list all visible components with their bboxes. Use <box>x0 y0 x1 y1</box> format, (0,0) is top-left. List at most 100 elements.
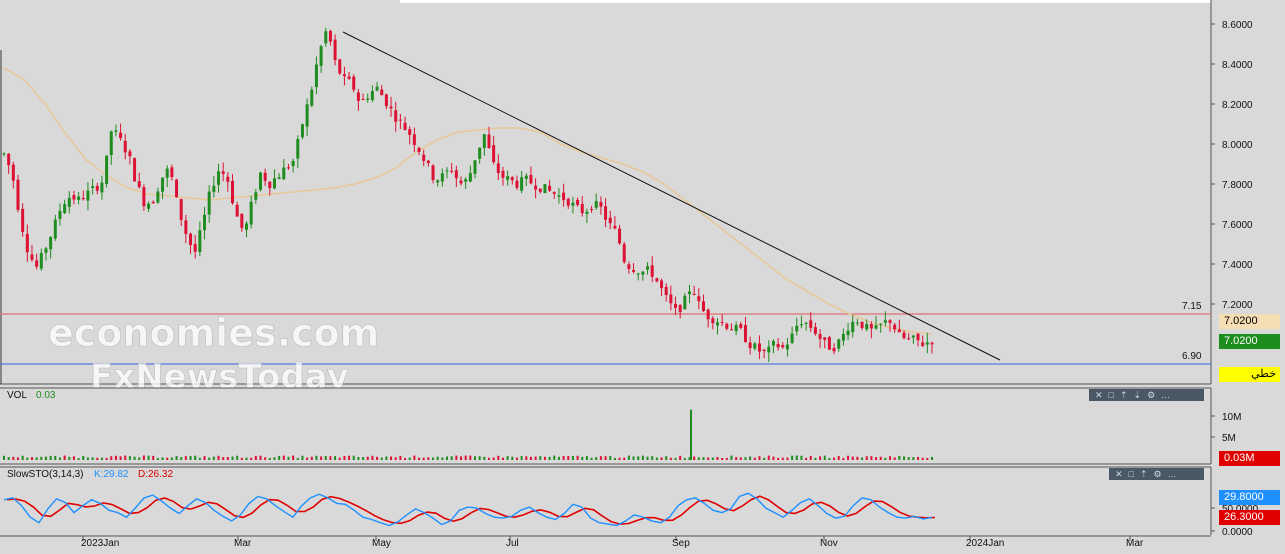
candle-body <box>384 94 388 107</box>
volume-badge: 0.03M <box>1219 451 1280 466</box>
candle <box>464 177 468 190</box>
volume-bar <box>917 456 920 460</box>
candle <box>473 160 477 179</box>
candle-body <box>95 185 99 191</box>
candle-body <box>314 64 318 88</box>
candle-body <box>254 192 258 200</box>
volume-bar <box>730 455 733 460</box>
candle <box>198 221 202 257</box>
volume-bar <box>105 457 108 460</box>
maximize-icon[interactable]: □ <box>1128 469 1134 479</box>
price-tick-label: 8.4000 <box>1222 60 1253 71</box>
current-price-badge: 7.0200 <box>1219 334 1280 349</box>
maximize-icon[interactable]: □ <box>1108 390 1114 400</box>
candle-body <box>445 170 449 172</box>
settings-icon[interactable]: ⚙ <box>1147 390 1156 400</box>
candle <box>77 192 81 205</box>
candle-body <box>161 177 165 192</box>
volume-bar <box>553 455 556 460</box>
more-icon[interactable]: … <box>1167 469 1177 479</box>
candle <box>478 147 482 164</box>
candle-body <box>538 188 542 192</box>
volume-panel[interactable]: VOL 0.03 10M 5M <box>0 387 1241 465</box>
candle-body <box>30 254 34 260</box>
candle <box>147 201 151 212</box>
volume-panel-toolbar[interactable]: ✕ □ ⇡ ⇣ ⚙ … <box>1089 389 1204 401</box>
close-icon[interactable]: ✕ <box>1095 390 1103 400</box>
candle-body <box>613 225 617 229</box>
time-tick-label: Nov <box>820 538 838 549</box>
price-panel[interactable]: 8.6000 8.4000 8.2000 8.0000 7.8000 7.6000 7.40… <box>0 0 1253 397</box>
candle-body <box>412 134 416 145</box>
candle <box>701 294 705 312</box>
candle-body <box>370 91 374 100</box>
candle-body <box>408 129 412 135</box>
candle <box>217 163 221 193</box>
stochastic-panel[interactable]: SlowSTO(3,14,3) K:29.82 D:26.32 50.0000 0… <box>0 466 1259 538</box>
chart-type-badge[interactable]: خطي <box>1219 367 1280 382</box>
volume-bar <box>898 455 901 460</box>
candle <box>7 152 11 174</box>
volume-tick-label: 10M <box>1222 412 1241 423</box>
candle-body <box>272 178 276 189</box>
close-icon[interactable]: ✕ <box>1115 469 1123 479</box>
settings-icon[interactable]: ⚙ <box>1153 469 1162 479</box>
candle <box>412 127 416 153</box>
volume-bar <box>515 457 518 460</box>
more-icon[interactable]: … <box>1161 390 1171 400</box>
candle-body <box>557 195 561 197</box>
candle <box>496 154 500 180</box>
candle-body <box>417 147 421 152</box>
volume-bar <box>861 457 864 460</box>
volume-bar <box>772 456 775 460</box>
candle <box>557 188 561 204</box>
price-tick-label: 8.0000 <box>1222 140 1253 151</box>
candle <box>375 81 379 92</box>
volume-bar <box>371 455 374 460</box>
candle-body <box>263 172 267 181</box>
candle <box>604 198 608 228</box>
volume-bar <box>613 457 616 460</box>
candle-body <box>725 323 729 329</box>
candle <box>762 348 766 359</box>
candle <box>403 116 407 131</box>
stochastic-panel-toolbar[interactable]: ✕ □ ⇡ ⚙ … <box>1109 468 1204 480</box>
volume-bar <box>473 456 476 460</box>
time-tick-label: 2023Jan <box>81 538 119 549</box>
move-up-icon[interactable]: ⇡ <box>1119 390 1128 400</box>
trendline[interactable] <box>342 31 1001 361</box>
volume-bar <box>837 456 840 460</box>
candle-body <box>520 177 524 191</box>
candle <box>855 318 859 326</box>
candle-body <box>916 333 920 341</box>
candle-body <box>860 321 864 329</box>
candle <box>282 159 286 180</box>
volume-bar <box>175 456 178 460</box>
volume-bar <box>879 456 882 460</box>
candle <box>729 323 733 331</box>
candle-body <box>296 139 300 159</box>
volume-bar <box>26 457 29 460</box>
volume-bar <box>674 457 677 460</box>
candle-body <box>566 198 570 206</box>
volume-bar <box>189 455 192 460</box>
candle <box>16 174 20 213</box>
move-up-icon[interactable]: ⇡ <box>1139 469 1148 479</box>
candle <box>813 322 817 336</box>
candle <box>370 85 374 103</box>
candle <box>548 179 552 192</box>
move-down-icon[interactable]: ⇣ <box>1133 390 1142 400</box>
volume-bar <box>651 456 654 460</box>
candle <box>580 195 584 217</box>
candle <box>888 319 892 332</box>
candle <box>440 168 444 187</box>
candle <box>170 164 174 181</box>
candle-body <box>226 176 230 182</box>
volume-bar <box>268 457 271 460</box>
candle <box>543 184 547 194</box>
candle-body <box>832 347 836 352</box>
volume-bar <box>44 456 47 460</box>
candle <box>408 126 412 145</box>
candle <box>683 293 687 310</box>
candle <box>95 182 99 195</box>
